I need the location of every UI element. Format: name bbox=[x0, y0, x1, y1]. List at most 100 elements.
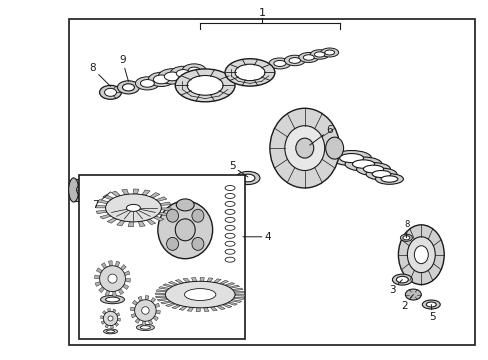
Ellipse shape bbox=[117, 81, 139, 94]
Polygon shape bbox=[107, 218, 117, 223]
Ellipse shape bbox=[405, 289, 421, 300]
Polygon shape bbox=[196, 308, 200, 312]
Polygon shape bbox=[111, 191, 120, 197]
Ellipse shape bbox=[140, 326, 150, 329]
Ellipse shape bbox=[224, 59, 274, 86]
Ellipse shape bbox=[413, 246, 427, 264]
Polygon shape bbox=[99, 287, 104, 293]
Ellipse shape bbox=[366, 168, 396, 180]
Polygon shape bbox=[210, 307, 217, 311]
Ellipse shape bbox=[103, 329, 117, 334]
Ellipse shape bbox=[140, 80, 154, 87]
Polygon shape bbox=[227, 302, 237, 305]
Ellipse shape bbox=[134, 300, 156, 321]
Ellipse shape bbox=[126, 204, 140, 211]
Ellipse shape bbox=[273, 60, 285, 67]
Ellipse shape bbox=[100, 266, 125, 292]
Ellipse shape bbox=[400, 234, 411, 241]
Polygon shape bbox=[125, 279, 130, 282]
Polygon shape bbox=[159, 287, 169, 289]
Ellipse shape bbox=[142, 307, 149, 314]
Polygon shape bbox=[229, 285, 239, 288]
Ellipse shape bbox=[402, 236, 409, 240]
Polygon shape bbox=[165, 303, 175, 307]
Ellipse shape bbox=[68, 178, 79, 202]
Polygon shape bbox=[160, 202, 170, 206]
Polygon shape bbox=[156, 197, 166, 201]
Polygon shape bbox=[122, 284, 128, 289]
Ellipse shape bbox=[396, 276, 407, 283]
Polygon shape bbox=[108, 261, 112, 266]
Polygon shape bbox=[101, 316, 103, 319]
Polygon shape bbox=[118, 289, 123, 294]
Ellipse shape bbox=[268, 58, 290, 69]
Polygon shape bbox=[95, 282, 101, 287]
Polygon shape bbox=[161, 208, 171, 211]
Polygon shape bbox=[96, 268, 102, 273]
Polygon shape bbox=[135, 318, 140, 323]
Text: 3: 3 bbox=[388, 280, 402, 294]
Ellipse shape bbox=[269, 108, 339, 188]
Ellipse shape bbox=[191, 209, 203, 222]
Polygon shape bbox=[117, 319, 120, 321]
Polygon shape bbox=[117, 220, 124, 226]
Ellipse shape bbox=[108, 274, 117, 283]
Ellipse shape bbox=[375, 174, 403, 184]
Polygon shape bbox=[234, 291, 244, 293]
Polygon shape bbox=[161, 301, 171, 304]
Polygon shape bbox=[115, 261, 120, 267]
Ellipse shape bbox=[407, 237, 434, 273]
Bar bbox=[74, 179, 240, 201]
Text: 2: 2 bbox=[400, 294, 412, 311]
Polygon shape bbox=[153, 316, 158, 321]
Polygon shape bbox=[101, 321, 104, 324]
Text: 8: 8 bbox=[89, 63, 110, 86]
Polygon shape bbox=[107, 309, 110, 312]
Ellipse shape bbox=[175, 219, 195, 241]
Ellipse shape bbox=[295, 138, 313, 158]
Polygon shape bbox=[156, 310, 160, 314]
Polygon shape bbox=[224, 283, 234, 286]
Ellipse shape bbox=[148, 72, 174, 86]
Ellipse shape bbox=[100, 85, 121, 99]
Ellipse shape bbox=[191, 237, 203, 250]
Ellipse shape bbox=[303, 55, 314, 60]
Polygon shape bbox=[168, 282, 178, 285]
Ellipse shape bbox=[176, 199, 194, 211]
Text: 8: 8 bbox=[404, 220, 409, 238]
Polygon shape bbox=[138, 296, 142, 301]
Polygon shape bbox=[232, 288, 243, 291]
Polygon shape bbox=[148, 320, 153, 325]
Polygon shape bbox=[96, 210, 107, 214]
Bar bbox=[68, 19, 474, 345]
Ellipse shape bbox=[314, 52, 324, 57]
Ellipse shape bbox=[153, 75, 169, 84]
Text: 5: 5 bbox=[228, 161, 247, 177]
Text: 7: 7 bbox=[92, 192, 110, 210]
Polygon shape bbox=[102, 195, 113, 200]
Ellipse shape bbox=[176, 69, 190, 77]
Ellipse shape bbox=[324, 50, 334, 55]
Polygon shape bbox=[213, 279, 221, 283]
Polygon shape bbox=[131, 314, 136, 318]
Ellipse shape bbox=[182, 64, 206, 77]
Ellipse shape bbox=[236, 171, 260, 185]
Polygon shape bbox=[163, 284, 173, 287]
Ellipse shape bbox=[164, 72, 180, 81]
Polygon shape bbox=[105, 324, 108, 328]
Polygon shape bbox=[149, 193, 160, 198]
Polygon shape bbox=[171, 305, 181, 309]
Polygon shape bbox=[142, 321, 145, 325]
Polygon shape bbox=[110, 325, 113, 328]
Polygon shape bbox=[146, 219, 155, 225]
Text: 5: 5 bbox=[428, 305, 435, 323]
Ellipse shape bbox=[235, 64, 264, 81]
Ellipse shape bbox=[188, 67, 200, 74]
Polygon shape bbox=[95, 205, 105, 208]
Polygon shape bbox=[130, 307, 135, 310]
Polygon shape bbox=[113, 291, 116, 297]
Polygon shape bbox=[230, 300, 241, 302]
Text: 1: 1 bbox=[258, 8, 265, 18]
Ellipse shape bbox=[241, 174, 254, 182]
Ellipse shape bbox=[104, 88, 116, 96]
